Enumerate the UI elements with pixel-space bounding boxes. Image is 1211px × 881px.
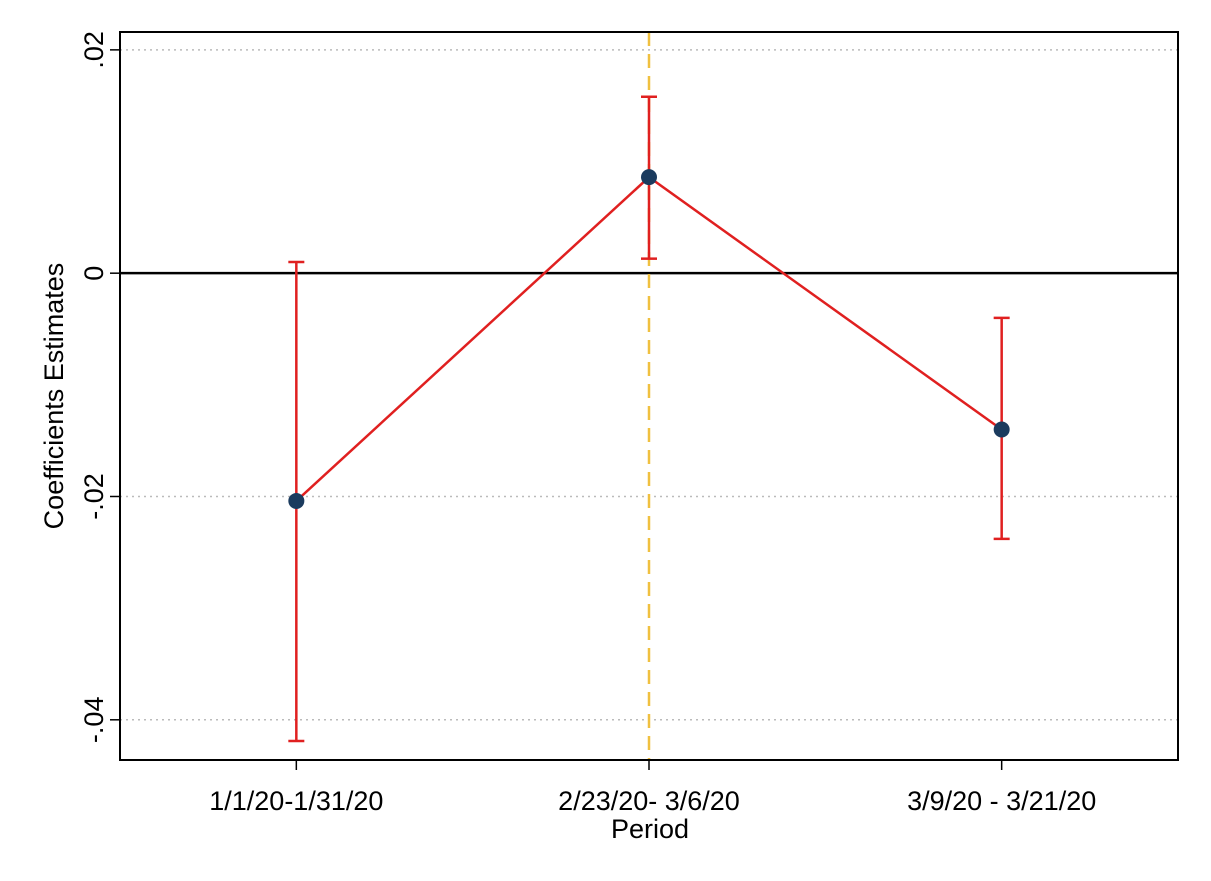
y-axis-title: Coefficients Estimates xyxy=(39,263,69,530)
y-tick-label: .02 xyxy=(79,31,109,69)
y-tick-label: 0 xyxy=(79,266,109,281)
x-tick-label: 3/9/20 - 3/21/20 xyxy=(907,786,1096,816)
x-axis-title: Period xyxy=(611,814,689,844)
coef-point xyxy=(641,169,657,186)
coef-point xyxy=(288,492,305,509)
y-tick-label: -.02 xyxy=(79,473,109,520)
x-tick-label: 1/1/20-1/31/20 xyxy=(209,786,383,816)
coef-point xyxy=(993,421,1010,438)
x-tick-label: 2/23/20- 3/6/20 xyxy=(558,786,740,816)
y-tick-label: -.04 xyxy=(79,697,109,744)
